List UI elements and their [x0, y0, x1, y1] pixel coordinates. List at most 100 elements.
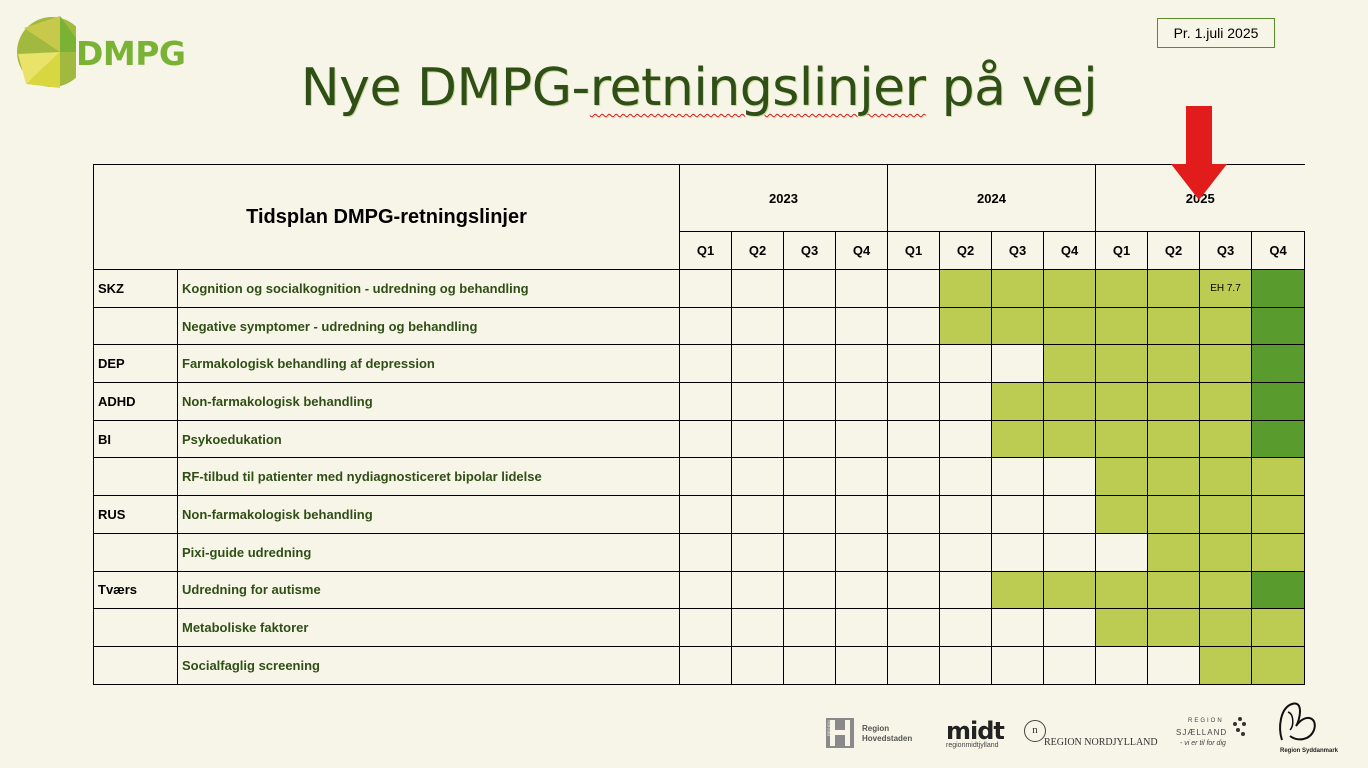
timeline-cell [731, 532, 784, 572]
row-category [93, 306, 178, 346]
row-category: Tværs [93, 570, 178, 610]
timeline-cell [1095, 382, 1148, 421]
row-category: BI [93, 419, 178, 459]
timeline-cell [939, 532, 992, 572]
timeline-cell [991, 344, 1044, 384]
timeline-cell [887, 419, 940, 459]
timeline-cell [731, 457, 784, 497]
timeline-cell [1095, 608, 1148, 647]
timeline-cell [1147, 269, 1200, 308]
timeline-cell [1095, 457, 1148, 497]
timeline-cell [835, 269, 888, 308]
timeline-cell [679, 608, 732, 647]
timeline-cell [835, 306, 888, 346]
table-row: BI Psykoedukation [93, 419, 1305, 459]
timeline-cell [679, 570, 732, 610]
timeline-cell [1251, 269, 1305, 308]
timeline-cell [939, 608, 992, 647]
timeline-cell [887, 532, 940, 572]
timeline-cell [1251, 382, 1305, 421]
quarter-header: Q1 [679, 231, 732, 270]
timeline-cell [1251, 306, 1305, 346]
table-row: ADHD Non-farmakologisk behandling [93, 382, 1305, 421]
timeline-cell [1199, 645, 1252, 685]
timeline-cell [1251, 419, 1305, 459]
red-down-arrow-icon [1171, 106, 1227, 200]
row-label: RF-tilbud til patienter med nydiagnostic… [177, 457, 680, 497]
table-row: RUS Non-farmakologisk behandling [93, 495, 1305, 534]
timeline-cell [1147, 457, 1200, 497]
sjaelland-line1: REGION [1188, 718, 1224, 724]
timeline-cell [679, 645, 732, 685]
timeline-cell [887, 457, 940, 497]
timeline-cell [679, 382, 732, 421]
timeline-cell [991, 382, 1044, 421]
timeline-cell [887, 306, 940, 346]
timeline-cell [1147, 306, 1200, 346]
timeline-cell [1147, 419, 1200, 459]
quarter-header: Q3 [991, 231, 1044, 270]
row-label: Kognition og socialkognition - udredning… [177, 269, 680, 308]
table-row: SKZ Kognition og socialkognition - udredn… [93, 269, 1305, 308]
table-row: Pixi-guide udredning [93, 532, 1305, 572]
timeline-cell [1199, 495, 1252, 534]
timeline-cell [731, 419, 784, 459]
timeline-cell [783, 645, 836, 685]
quarter-header: Q2 [1147, 231, 1200, 270]
timeline-cell [679, 532, 732, 572]
region-hovedstaden-logo: REGION Region Hovedstaden [826, 718, 926, 752]
row-label: Psykoedukation [177, 419, 680, 459]
nordjylland-mark: n [1024, 720, 1046, 742]
page-title: Nye DMPG-retningslinjer på vej [0, 58, 1368, 118]
timeline-cell [1095, 532, 1148, 572]
region-sjaelland-logo: REGION SJÆLLAND - vi er til for dig [1176, 714, 1252, 754]
midt-logo: midt regionmidtjylland [946, 719, 1016, 756]
row-category: RUS [93, 495, 178, 534]
timeline-cell [731, 608, 784, 647]
timeline-cell [1043, 608, 1096, 647]
quarter-header: Q1 [887, 231, 940, 270]
timeline-cell [731, 269, 784, 308]
sjaelland-tagline: - vi er til for dig [1180, 740, 1226, 747]
quarter-header: Q2 [731, 231, 784, 270]
timeline-cell [835, 608, 888, 647]
nordjylland-name: REGION NORDJYLLAND [1044, 737, 1158, 748]
timeline-cell [1147, 344, 1200, 384]
timeline-cell [939, 269, 992, 308]
timeline-cell [1095, 269, 1148, 308]
dmpg-logo: DMPG [16, 14, 186, 90]
timeline-cell [1251, 495, 1305, 534]
timeline-cell [887, 495, 940, 534]
row-category [93, 457, 178, 497]
hovedstaden-line1: Region [862, 724, 890, 733]
timeline-cell [1095, 306, 1148, 346]
timeline-table: Tidsplan DMPG-retningslinjer 2023 2024 2… [93, 164, 1305, 685]
timeline-cell [939, 570, 992, 610]
hovedstaden-badge: REGION [826, 720, 831, 736]
timeline-cell [731, 306, 784, 346]
timeline-cell [887, 382, 940, 421]
timeline-cell [1251, 608, 1305, 647]
hovedstaden-line2: Hovedstaden [862, 734, 913, 743]
row-category [93, 608, 178, 647]
timeline-cell [835, 457, 888, 497]
timeline-cell [991, 419, 1044, 459]
row-category: ADHD [93, 382, 178, 421]
dmpg-logo-icon [17, 16, 87, 88]
timeline-cell [1199, 306, 1252, 346]
quarter-header: Q3 [1199, 231, 1252, 270]
region-nordjylland-logo: n REGION NORDJYLLAND [1024, 720, 1164, 750]
timeline-cell [991, 608, 1044, 647]
timeline-cell [1199, 382, 1252, 421]
table-row: Metaboliske faktorer [93, 608, 1305, 647]
timeline-cell [835, 570, 888, 610]
table-row: Socialfaglig screening [93, 645, 1305, 685]
timeline-cell [939, 495, 992, 534]
timeline-cell [1199, 457, 1252, 497]
title-part-3: på vej [925, 58, 1098, 118]
row-category: SKZ [93, 269, 178, 308]
timeline-cell [835, 532, 888, 572]
timeline-cell [1147, 645, 1200, 685]
timeline-cell [1095, 344, 1148, 384]
table-row: Tværs Udredning for autisme [93, 570, 1305, 610]
